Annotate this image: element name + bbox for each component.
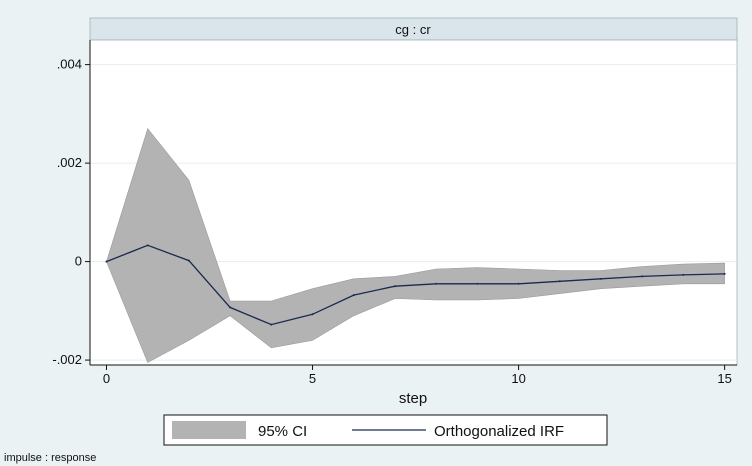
- legend-swatch-ci: [172, 421, 246, 439]
- irf-point-3: [229, 306, 232, 309]
- y-tick-label-1: 0: [75, 254, 82, 269]
- irf-point-15: [723, 272, 726, 275]
- irf-point-5: [311, 313, 314, 316]
- legend-label-irf: Orthogonalized IRF: [434, 423, 564, 440]
- y-tick-label-2: .002: [57, 155, 82, 170]
- irf-point-6: [352, 294, 355, 297]
- irf-point-2: [187, 259, 190, 262]
- irf-point-13: [641, 275, 644, 278]
- y-tick-label-3: .004: [57, 57, 82, 72]
- x-tick-label-1: 5: [309, 371, 316, 386]
- irf-line: [106, 244, 725, 326]
- irf-point-0: [105, 260, 108, 263]
- legend-label-ci: 95% CI: [258, 423, 307, 440]
- y-axis-ticks: -.002 0 .002 .004: [52, 57, 90, 367]
- y-tick-label-0: -.002: [52, 352, 82, 367]
- x-axis-title: step: [399, 390, 427, 407]
- x-tick-label-0: 0: [103, 371, 110, 386]
- irf-point-12: [600, 277, 603, 280]
- irf-point-9: [476, 282, 479, 285]
- irf-point-14: [682, 273, 685, 276]
- x-tick-label-2: 10: [511, 371, 525, 386]
- irf-points: [105, 244, 726, 326]
- x-tick-label-3: 15: [717, 371, 731, 386]
- irf-point-11: [558, 280, 561, 283]
- irf-point-7: [393, 285, 396, 288]
- legend: 95% CI Orthogonalized IRF: [163, 414, 608, 446]
- irf-point-1: [146, 244, 149, 247]
- footer-note: impulse : response: [4, 452, 96, 464]
- x-axis-ticks: 0 5 10 15: [103, 365, 732, 386]
- irf-point-4: [270, 323, 273, 326]
- panel-title: cg : cr: [395, 22, 431, 37]
- irf-point-10: [517, 282, 520, 285]
- irf-point-8: [435, 282, 438, 285]
